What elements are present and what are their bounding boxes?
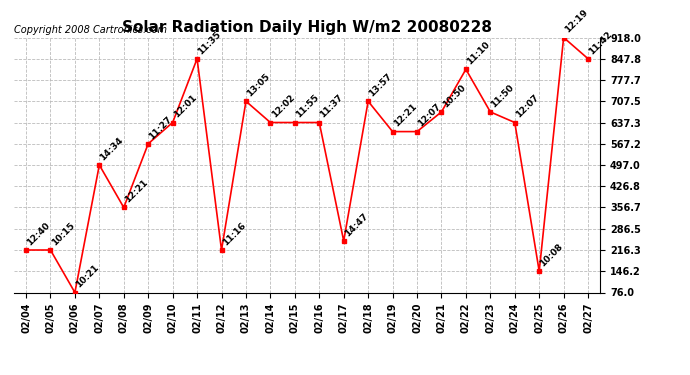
Text: 14:34: 14:34 bbox=[99, 135, 126, 162]
Text: 10:50: 10:50 bbox=[441, 83, 467, 109]
Text: 12:21: 12:21 bbox=[392, 102, 418, 129]
Text: 13:57: 13:57 bbox=[367, 72, 394, 99]
Text: 13:05: 13:05 bbox=[245, 72, 272, 99]
Text: 11:35: 11:35 bbox=[196, 29, 223, 56]
Text: 12:07: 12:07 bbox=[514, 93, 540, 120]
Text: 12:40: 12:40 bbox=[26, 220, 52, 247]
Text: 10:08: 10:08 bbox=[538, 242, 565, 268]
Text: 14:47: 14:47 bbox=[343, 211, 370, 238]
Text: 11:37: 11:37 bbox=[319, 93, 345, 120]
Text: 12:19: 12:19 bbox=[563, 8, 589, 35]
Text: 10:15: 10:15 bbox=[50, 221, 76, 247]
Text: 11:50: 11:50 bbox=[489, 82, 516, 109]
Text: 12:02: 12:02 bbox=[270, 93, 296, 120]
Text: 11:10: 11:10 bbox=[465, 40, 491, 66]
Text: 11:16: 11:16 bbox=[221, 220, 247, 247]
Text: 12:01: 12:01 bbox=[172, 93, 198, 120]
Text: Copyright 2008 Cartronics.com: Copyright 2008 Cartronics.com bbox=[14, 25, 167, 35]
Text: 11:42: 11:42 bbox=[587, 29, 614, 56]
Text: 10:21: 10:21 bbox=[74, 263, 101, 290]
Text: 11:55: 11:55 bbox=[294, 93, 321, 120]
Text: 12:21: 12:21 bbox=[123, 178, 150, 205]
Title: Solar Radiation Daily High W/m2 20080228: Solar Radiation Daily High W/m2 20080228 bbox=[122, 20, 492, 35]
Text: 11:27: 11:27 bbox=[148, 114, 174, 141]
Text: 12:07: 12:07 bbox=[416, 102, 443, 129]
